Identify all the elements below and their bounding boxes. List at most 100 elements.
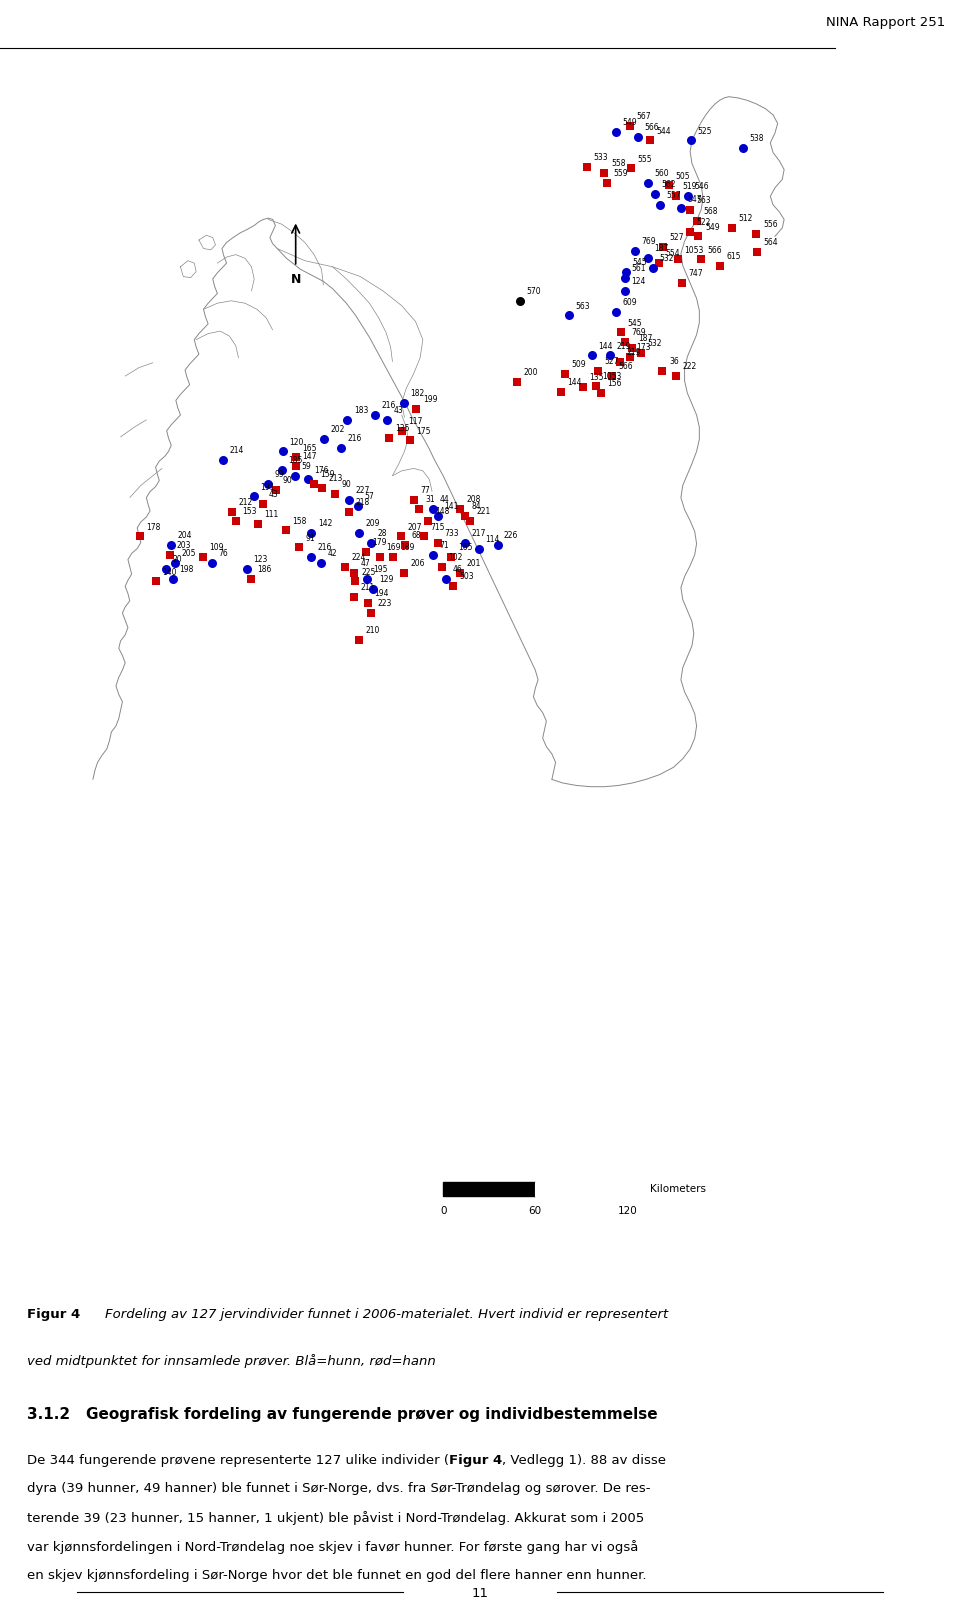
Text: 71: 71 [440,541,449,550]
Text: 545: 545 [632,257,647,267]
Text: 556: 556 [763,220,778,228]
Text: 200: 200 [523,368,538,378]
Text: 3.1.2: 3.1.2 [27,1406,70,1422]
Text: 219: 219 [627,348,641,357]
Text: 209: 209 [366,520,380,528]
Text: 99: 99 [275,470,284,479]
Text: 557: 557 [666,191,681,200]
Text: 148: 148 [435,507,449,516]
Text: 156: 156 [607,380,622,388]
Text: 91: 91 [306,534,316,542]
Text: 544: 544 [656,127,671,135]
Text: 20: 20 [172,555,181,565]
Text: Fordeling av 127 jervindivider funnet i 2006-materialet. Hvert individ er repres: Fordeling av 127 jervindivider funnet i … [105,1308,668,1321]
Text: 206: 206 [411,558,425,568]
Text: 68: 68 [412,531,421,541]
Text: 205: 205 [181,549,196,558]
Text: 566: 566 [708,246,722,254]
Text: 224: 224 [352,553,367,562]
Text: 226: 226 [504,531,518,541]
Text: 769: 769 [631,328,646,338]
Text: 183: 183 [353,405,368,415]
Text: 733: 733 [444,529,459,537]
Text: 208: 208 [467,494,481,504]
Text: 204: 204 [178,531,192,541]
Text: 76: 76 [218,549,228,558]
Text: dyra (39 hunner, 49 hanner) ble funnet i Sør-Norge, dvs. fra Sør-Trøndelag og sø: dyra (39 hunner, 49 hanner) ble funnet i… [27,1482,650,1495]
Text: var kjønnsfordelingen i Nord-Trøndelag noe skjev i favør hunner. For første gang: var kjønnsfordelingen i Nord-Trøndelag n… [27,1540,638,1554]
Text: NINA Rapport 251: NINA Rapport 251 [827,16,946,29]
Text: 225: 225 [361,568,375,576]
Text: 549: 549 [623,117,637,127]
Text: 194: 194 [374,589,389,599]
Text: 182: 182 [410,389,424,397]
Text: 566: 566 [618,362,633,372]
Text: 218: 218 [355,499,370,507]
Text: 212: 212 [238,499,252,507]
Text: 135: 135 [396,425,410,433]
Text: 109: 109 [209,544,224,552]
Text: 503: 503 [460,573,474,581]
Text: 189: 189 [399,544,414,552]
Text: 102: 102 [448,553,463,562]
Text: terende 39 (23 hunner, 15 hanner, 1 ukjent) ble påvist i Nord-Trøndelag. Akkurat: terende 39 (23 hunner, 15 hanner, 1 ukje… [27,1511,644,1525]
Text: 222: 222 [683,362,697,372]
Text: 533: 533 [593,153,608,163]
Text: 213: 213 [329,475,344,483]
Text: 769: 769 [641,237,656,246]
Text: 199: 199 [422,396,438,404]
Text: 144: 144 [567,378,582,388]
Text: 564: 564 [764,238,779,248]
Text: 141: 141 [444,502,459,512]
Text: 555: 555 [637,154,652,164]
Text: 538: 538 [749,134,763,143]
Text: 527: 527 [670,233,684,243]
Text: 203: 203 [177,541,191,550]
Text: 211: 211 [360,584,374,592]
Text: 43: 43 [269,489,278,499]
Text: 84: 84 [471,502,481,512]
Text: 111: 111 [264,510,278,520]
Text: 60: 60 [529,1205,541,1216]
Text: 546: 546 [695,182,709,191]
Text: 0: 0 [440,1205,446,1216]
Text: 1053: 1053 [603,372,622,381]
Text: 527: 527 [605,357,619,367]
Text: 545: 545 [628,319,642,328]
Text: 566: 566 [644,122,659,132]
Text: 175: 175 [417,426,431,436]
Text: Kilometers: Kilometers [651,1184,707,1194]
Text: 207: 207 [407,523,421,531]
Text: 216: 216 [348,434,362,442]
Text: 562: 562 [661,180,676,188]
Text: 77: 77 [420,486,430,496]
Text: N: N [291,274,300,286]
Text: 715: 715 [430,523,444,531]
Text: 563: 563 [697,196,711,204]
Text: 216: 216 [381,401,396,410]
Text: 554: 554 [665,249,680,259]
Text: 567: 567 [636,113,651,121]
Text: 615: 615 [726,251,740,261]
Text: 198: 198 [180,565,194,574]
Text: 165: 165 [302,444,317,452]
Text: , Vedlegg 1). 88 av disse: , Vedlegg 1). 88 av disse [502,1453,666,1466]
Text: 223: 223 [377,599,392,608]
Text: 123: 123 [253,555,268,565]
Text: 219: 219 [616,341,631,351]
Text: 114: 114 [486,534,500,544]
Text: 1053: 1053 [684,246,704,254]
Text: 11: 11 [471,1588,489,1601]
Text: 221: 221 [476,507,491,516]
Text: 563: 563 [576,301,590,311]
Text: 117: 117 [408,417,422,426]
Text: 525: 525 [698,127,712,135]
Text: Figur 4: Figur 4 [27,1308,80,1321]
Text: 28: 28 [377,529,387,537]
Text: 560: 560 [654,169,669,179]
Text: 59: 59 [301,462,311,471]
Text: 57: 57 [365,492,374,502]
Text: 120: 120 [289,438,303,447]
Text: 187: 187 [638,335,653,343]
Text: 178: 178 [146,523,160,531]
